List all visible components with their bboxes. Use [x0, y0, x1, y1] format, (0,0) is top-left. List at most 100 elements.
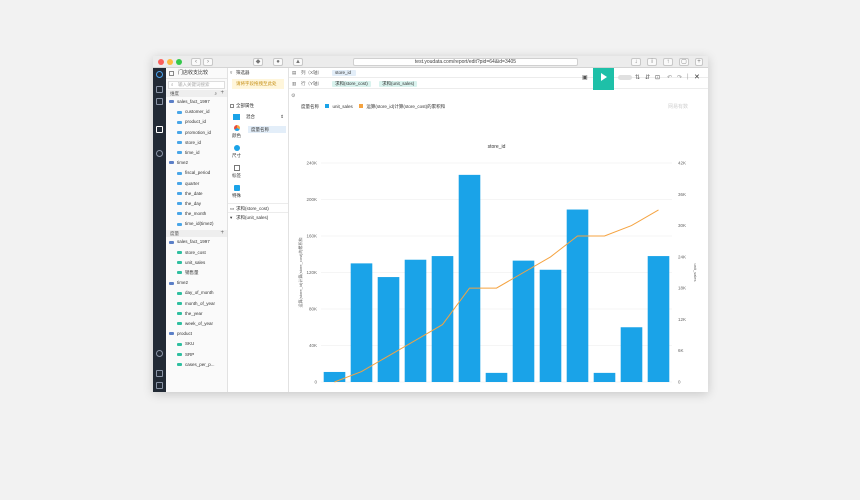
message-icon[interactable] [156, 370, 163, 377]
measure1-row[interactable]: ▭ 求和(store_cost) [228, 203, 288, 212]
y-left-axis-label: 运算(store_id)计算(store_cost)的累积和 [297, 237, 303, 307]
y-left-tick-label: 40K [309, 343, 317, 348]
field-item[interactable]: quarter [169, 179, 227, 189]
field-label: store_id [185, 139, 202, 145]
measure2-row[interactable]: ▾ 求和(unit_sales) [228, 212, 288, 221]
save-icon[interactable]: ▣ [582, 75, 588, 81]
field-item[interactable]: unit_sales [169, 258, 227, 268]
field-group[interactable]: time2 [169, 158, 227, 168]
field-item[interactable]: cases_per_p... [169, 360, 227, 370]
field-type-icon [177, 212, 182, 216]
field-label: customer_id [185, 109, 210, 115]
x-tick-label: 24 [656, 387, 662, 388]
field-label: the_date [185, 190, 203, 196]
field-item[interactable]: the_month [169, 209, 227, 219]
y-right-tick-label: 30K [678, 223, 686, 228]
add-dimension-icon[interactable]: + [220, 90, 224, 96]
legend-item-line[interactable]: 运算(store_id)计算(store_cost)的累积和 [366, 104, 446, 109]
filter-dropzone[interactable]: 请将字段拖拽至此处 [232, 79, 284, 89]
field-group[interactable]: time2 [169, 278, 227, 288]
notification-icon[interactable] [156, 382, 163, 389]
close-icon[interactable]: ✕ [694, 74, 700, 81]
y-left-tick-label: 240K [306, 161, 317, 166]
share-icon[interactable]: ↑ [663, 58, 673, 66]
info-icon[interactable]: i [647, 58, 657, 66]
color-card[interactable]: 颜色 度量名称 [228, 123, 288, 143]
add-measure-icon[interactable]: + [220, 230, 224, 237]
field-item[interactable]: SKU [169, 339, 227, 349]
field-label: unit_sales [185, 259, 206, 265]
size-card[interactable]: 尺寸 [228, 143, 288, 163]
auto-run-toggle[interactable] [618, 75, 632, 80]
mark-type-select[interactable]: 混合 ⇕ [228, 111, 288, 123]
field-item[interactable]: time_id(time2) [169, 219, 227, 229]
new-tab-icon[interactable]: + [695, 58, 703, 66]
grid-icon[interactable] [156, 86, 163, 93]
field-label: product_id [185, 119, 207, 125]
tooltip-card[interactable]: 特殊 [228, 183, 288, 203]
run-button[interactable] [593, 68, 614, 90]
chart-settings-icon[interactable]: ⚙ [291, 93, 296, 99]
shield-icon[interactable]: ◆ [253, 58, 263, 66]
field-item[interactable]: store_id [169, 138, 227, 148]
redo-icon[interactable]: ↷ [677, 75, 683, 81]
field-item[interactable]: time_id [169, 148, 227, 158]
label-card[interactable]: 标签 [228, 163, 288, 183]
y-right-tick-label: 12K [678, 317, 686, 322]
field-group[interactable]: sales_fact_1997 [169, 97, 227, 107]
field-item[interactable]: product_id [169, 117, 227, 127]
maximize-window-button[interactable] [176, 59, 182, 65]
columns-pill[interactable]: store_id [332, 70, 356, 76]
label-label: 标签 [232, 173, 241, 178]
settings-icon[interactable] [156, 350, 163, 357]
search-small-icon[interactable]: ⌕ [214, 91, 217, 96]
forward-icon[interactable]: › [203, 58, 213, 66]
field-item[interactable]: 销售量 [169, 268, 227, 278]
bar [431, 256, 454, 382]
field-item[interactable]: promotion_id [169, 128, 227, 138]
y-left-tick-label: 120K [306, 270, 317, 275]
field-item[interactable]: the_date [169, 189, 227, 199]
field-item[interactable]: month_of_year [169, 299, 227, 309]
dashboard-icon[interactable] [156, 150, 163, 157]
field-search-input[interactable]: ⌕ 输入关键词搜索 [168, 81, 225, 89]
field-item[interactable]: fiscal_period [169, 168, 227, 178]
field-item[interactable]: week_of_year [169, 319, 227, 329]
back-icon[interactable]: ‹ [191, 58, 201, 66]
field-item[interactable]: the_day [169, 199, 227, 209]
address-bar[interactable]: test.youdata.com/report/edit?pid=64&id=3… [353, 58, 578, 66]
color-pill[interactable]: 度量名称 [248, 126, 286, 133]
field-group[interactable]: sales_fact_1997 [169, 237, 227, 247]
rows-pill-1[interactable]: 求和(store_cost) [332, 81, 371, 87]
rows-shelf[interactable]: ▥ 行（Y轴） 求和(store_cost) 求和(unit_sales) [289, 79, 708, 89]
field-item[interactable]: SRP [169, 350, 227, 360]
fit-icon[interactable]: ⊡ [655, 75, 661, 81]
columns-shelf[interactable]: ▤ 列（X轴） store_id [289, 68, 708, 78]
chevron-updown-icon: ⇕ [280, 114, 284, 119]
download-icon[interactable]: ↓ [631, 58, 641, 66]
field-item[interactable]: customer_id [169, 107, 227, 117]
field-item[interactable]: the_year [169, 309, 227, 319]
minimize-window-button[interactable] [167, 59, 173, 65]
field-type-icon [177, 301, 182, 305]
rows-pill-2[interactable]: 求和(unit_sales) [379, 81, 418, 87]
x-tick-label: 11 [440, 387, 445, 388]
report-title[interactable]: 门店收支比较 [166, 68, 227, 79]
bar [485, 372, 508, 382]
share-ext-icon[interactable]: ▲ [293, 58, 303, 66]
table-icon[interactable] [156, 98, 163, 105]
extension-icon[interactable]: ● [273, 58, 283, 66]
swap-icon[interactable]: ⇅ [635, 75, 641, 81]
legend-item-bar[interactable]: unit_sales [332, 104, 353, 109]
field-group[interactable]: product [169, 329, 227, 339]
field-label: promotion_id [185, 129, 212, 135]
field-item[interactable]: store_cost [169, 248, 227, 258]
field-item[interactable]: day_of_month [169, 288, 227, 298]
chart-icon[interactable] [156, 126, 163, 133]
y-left-tick-label: 160K [306, 234, 317, 239]
undo-icon[interactable]: ↶ [667, 75, 673, 81]
tabs-icon[interactable]: ▢ [679, 58, 689, 66]
close-window-button[interactable] [158, 59, 164, 65]
sort-icon[interactable]: ⇵ [645, 75, 651, 81]
